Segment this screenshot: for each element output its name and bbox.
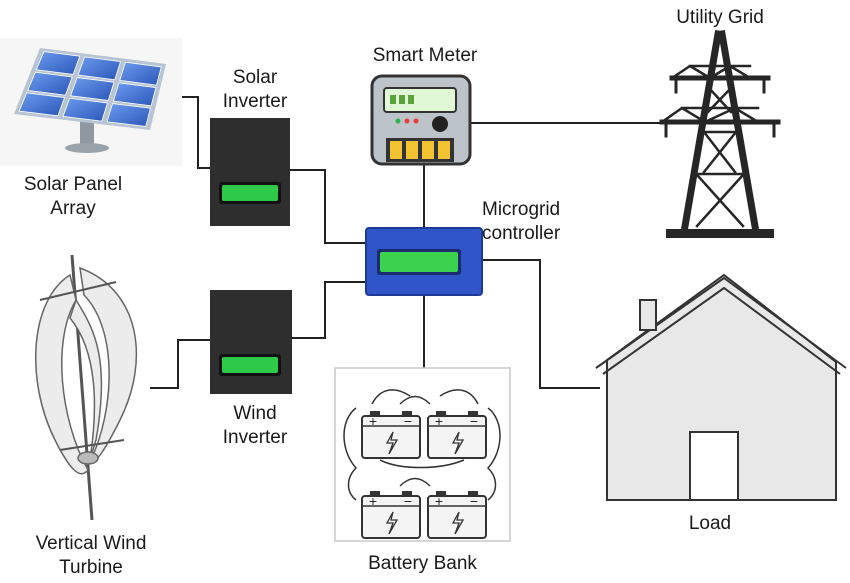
battery-cell: + − (427, 411, 487, 459)
microgrid-controller-label-line2: controller (482, 223, 561, 244)
microgrid-controller-label-line1: Microgrid (482, 199, 561, 220)
solar-cell (62, 97, 109, 122)
solar-inverter-label-line2: Inverter (222, 91, 288, 112)
solar-cell (112, 82, 157, 107)
battery-minus-terminal: − (469, 495, 478, 508)
lightning-icon (385, 431, 399, 455)
solar-cell (77, 56, 122, 81)
solar-panel-label: Solar Panel Array (8, 173, 138, 221)
battery-minus-terminal: − (469, 415, 478, 428)
wind-inverter-label-line2: Inverter (222, 427, 288, 448)
load-house-icon (595, 273, 847, 501)
solar-cell (27, 71, 73, 96)
lightning-icon (385, 511, 399, 535)
line-wind-inverter-to-turbine (150, 339, 210, 389)
solar-cell (18, 92, 66, 117)
battery-bank-icon: + − + −+ − + − (334, 367, 511, 542)
battery-plus-terminal: + (434, 415, 443, 428)
solar-inverter-label: Solar Inverter (200, 66, 310, 114)
microgrid-controller-icon (365, 227, 483, 296)
line-controller-to-wind-inverter (292, 281, 366, 339)
battery-cell: + − (427, 491, 487, 539)
utility-grid-label: Utility Grid (676, 7, 764, 28)
smart-meter-icon (370, 74, 472, 166)
line-controller-to-load (482, 259, 600, 389)
solar-panel-label-line2: Array (50, 198, 96, 219)
lightning-icon (451, 431, 465, 455)
connection-lines (150, 96, 660, 389)
line-solar-inverter-to-controller (290, 169, 366, 244)
solar-cell (35, 51, 81, 75)
solar-cell (119, 61, 162, 86)
battery-plus-terminal: + (368, 495, 377, 508)
utility-grid-tower-icon (659, 29, 781, 238)
wind-inverter-label-line1: Wind (233, 403, 277, 424)
battery-minus-terminal: − (403, 415, 412, 428)
microgrid-controller-label: Microgrid controller (482, 198, 612, 246)
solar-cell (106, 103, 151, 127)
wind-inverter-icon (210, 290, 292, 394)
solar-panel-label-line1: Solar Panel (23, 174, 123, 195)
smart-meter-label: Smart Meter (372, 45, 478, 66)
battery-plus-terminal: + (434, 495, 443, 508)
wind-inverter-label: Wind Inverter (200, 402, 310, 450)
solar-inverter-label-line1: Solar (232, 67, 278, 88)
vertical-wind-turbine-label: Vertical Wind Turbine (6, 532, 176, 580)
battery-bank-label: Battery Bank (368, 553, 477, 574)
vertical-wind-turbine-label-line1: Vertical Wind (35, 533, 147, 554)
line-solar-panel-to-solar-inverter (180, 96, 210, 169)
battery-plus-terminal: + (368, 415, 377, 428)
lightning-icon (451, 511, 465, 535)
vertical-wind-turbine-icon (34, 254, 138, 521)
solar-panel-icon (0, 38, 182, 166)
load-label: Load (688, 513, 732, 534)
battery-minus-terminal: − (403, 495, 412, 508)
vertical-wind-turbine-label-line2: Turbine (59, 557, 123, 578)
solar-inverter-icon (210, 118, 290, 226)
solar-cell (70, 77, 115, 101)
battery-cell: + − (361, 491, 421, 539)
battery-cell: + − (361, 411, 421, 459)
